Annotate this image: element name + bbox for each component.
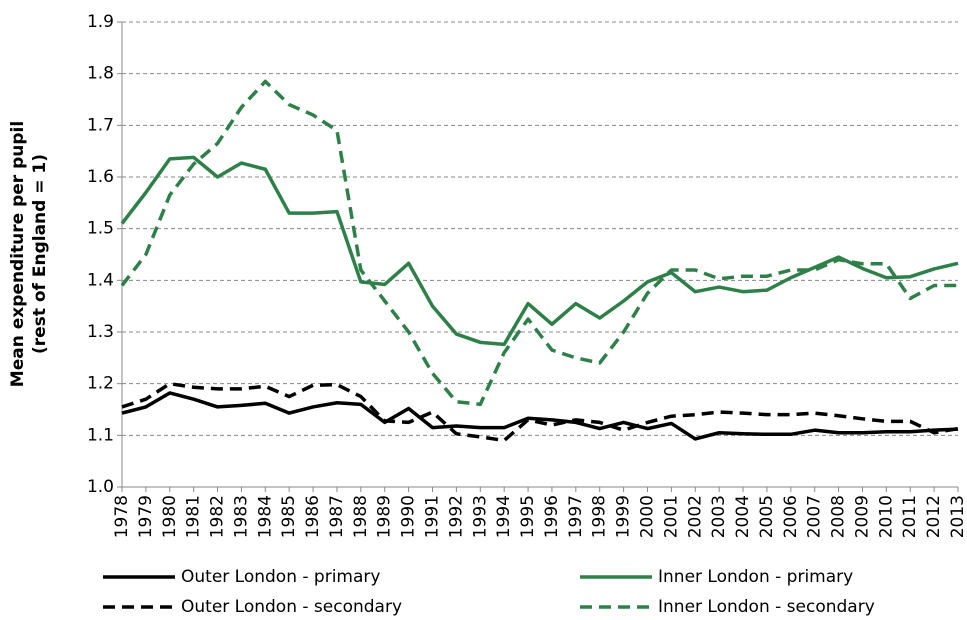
- x-tick-label: 2013: [948, 495, 967, 538]
- series-line: [121, 381, 959, 443]
- x-tick-label: 1978: [112, 495, 132, 538]
- x-tick-label: 2000: [637, 495, 657, 538]
- y-tick-label: 1.3: [87, 322, 114, 342]
- x-tick-label: 1982: [208, 495, 228, 538]
- x-tick-label: 1996: [542, 495, 562, 538]
- y-axis-label: Mean expenditure per pupil: [8, 121, 28, 387]
- y-tick-label: 1.6: [87, 167, 114, 187]
- x-tick-label: 1995: [518, 495, 538, 538]
- x-tick-label: 2001: [661, 495, 681, 538]
- x-tick-label: 1983: [231, 495, 251, 538]
- y-axis-label: (rest of England = 1): [30, 154, 50, 354]
- x-tick-label: 2009: [852, 495, 872, 538]
- y-tick-label: 1.4: [87, 270, 114, 290]
- series-line: [120, 155, 959, 347]
- y-tick-label: 1.9: [87, 12, 114, 32]
- legend-label: Outer London - secondary: [181, 597, 402, 617]
- series-line: [120, 79, 958, 407]
- y-tick-label: 1.7: [87, 115, 114, 135]
- x-tick-label: 2008: [829, 495, 849, 538]
- legend-label: Inner London - primary: [658, 567, 853, 587]
- x-tick-label: 1990: [399, 495, 419, 538]
- y-tick-label: 1.8: [87, 64, 114, 84]
- x-tick-label: 2010: [876, 495, 896, 538]
- legend-label: Inner London - secondary: [658, 597, 875, 617]
- x-tick-label: 2004: [733, 495, 753, 538]
- x-tick-label: 1999: [614, 495, 634, 538]
- x-tick-label: 1998: [590, 495, 610, 538]
- x-tick-label: 2007: [805, 495, 825, 538]
- y-tick-label: 1.1: [87, 425, 114, 445]
- x-tick-label: 2012: [924, 495, 944, 538]
- x-tick-label: 1985: [279, 495, 299, 538]
- x-tick-label: 1980: [160, 495, 180, 538]
- x-tick-label: 2011: [900, 495, 920, 538]
- x-tick-label: 1993: [470, 495, 490, 538]
- x-tick-label: 1986: [303, 495, 323, 538]
- x-tick-label: 1984: [255, 495, 275, 538]
- y-tick-label: 1.0: [87, 477, 114, 497]
- series-line: [121, 391, 959, 441]
- legend-label: Outer London - primary: [181, 567, 380, 587]
- y-tick-label: 1.5: [87, 219, 114, 239]
- x-tick-label: 2005: [757, 495, 777, 538]
- x-tick-label: 1994: [494, 495, 514, 538]
- x-tick-label: 2002: [685, 495, 705, 538]
- x-tick-label: 1987: [327, 495, 347, 538]
- x-tick-label: 2003: [709, 495, 729, 538]
- x-tick-label: 1979: [136, 495, 156, 538]
- x-tick-label: 1989: [375, 495, 395, 538]
- x-tick-label: 1981: [184, 495, 204, 538]
- x-tick-label: 1988: [351, 495, 371, 538]
- x-tick-label: 1997: [566, 495, 586, 538]
- x-tick-label: 1991: [423, 495, 443, 538]
- x-tick-label: 2006: [781, 495, 801, 538]
- x-tick-label: 1992: [446, 495, 466, 538]
- y-tick-label: 1.2: [87, 374, 114, 394]
